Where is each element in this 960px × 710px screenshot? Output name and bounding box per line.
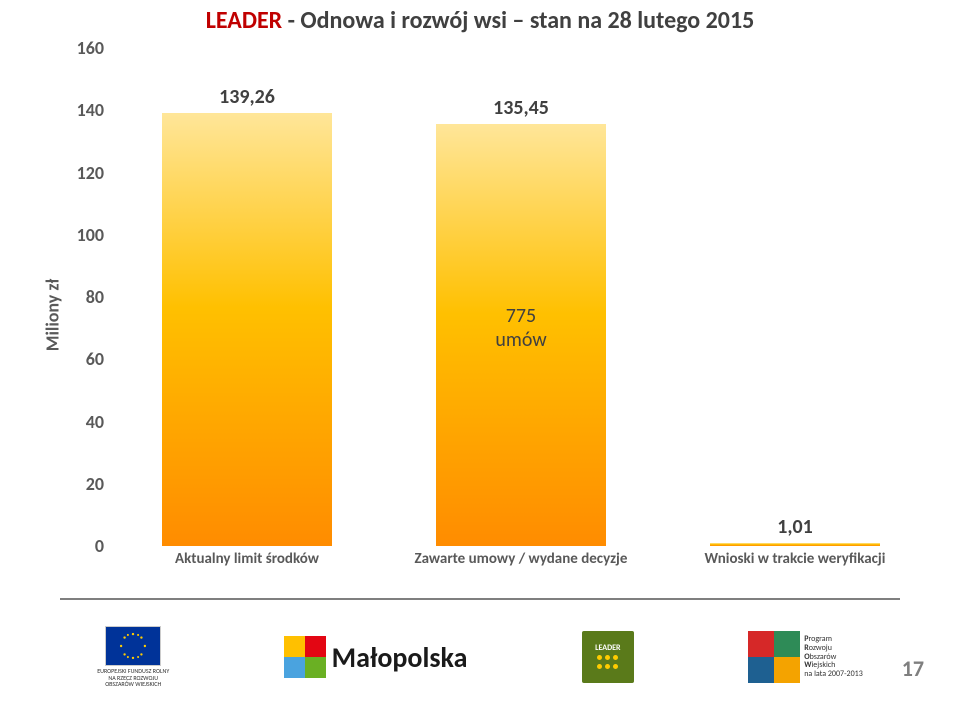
title-prefix: LEADER [206, 6, 282, 35]
chart-title: LEADER - Odnowa i rozwój wsi – stan na 2… [0, 6, 960, 35]
bar-value-label: 1,01 [710, 515, 880, 539]
malopolska-text: Małopolska [332, 640, 468, 675]
y-tick: 140 [58, 99, 104, 121]
x-tick-label: Wnioski w trakcie weryfikacji [658, 550, 932, 568]
annotation-line1: 775 [436, 304, 606, 328]
prow-icon [748, 631, 800, 683]
y-tick: 120 [58, 162, 104, 184]
plot-area: 139,26 135,45 1,01 775umów [110, 48, 932, 546]
y-tick: 100 [58, 224, 104, 246]
leader-icon-text: LEADER [595, 643, 620, 653]
bar-value-label: 139,26 [162, 85, 332, 109]
y-tick: 20 [58, 473, 104, 495]
y-tick: 0 [58, 535, 104, 557]
bar-value-label: 135,45 [436, 96, 606, 120]
malopolska-icon [284, 636, 326, 678]
leader-icon: LEADER [582, 631, 634, 683]
bar: 139,26 [162, 113, 332, 546]
eu-logo: EUROPEJSKI FUNDUSZ ROLNYNA RZECZ ROZWOJU… [97, 626, 169, 688]
x-tick-label: Aktualny limit środków [110, 550, 384, 568]
logo-row: EUROPEJSKI FUNDUSZ ROLNYNA RZECZ ROZWOJU… [0, 612, 960, 702]
footer-rule [60, 598, 900, 600]
malopolska-logo: Małopolska [284, 636, 468, 678]
x-axis: Aktualny limit środkówZawarte umowy / wy… [110, 546, 932, 586]
y-tick: 60 [58, 348, 104, 370]
prow-text: ProgramRozwojuObszarówWiejskichna lata 2… [804, 635, 863, 679]
footer: 17 EUROPEJSKI FUNDUSZ ROLNYNA RZECZ ROZW… [0, 592, 960, 710]
title-rest: - Odnowa i rozwój wsi – stan na 28 luteg… [282, 6, 754, 35]
prow-logo: ProgramRozwojuObszarówWiejskichna lata 2… [748, 631, 863, 683]
x-tick-label: Zawarte umowy / wydane decyzje [384, 550, 658, 568]
y-tick: 160 [58, 37, 104, 59]
annotation-line2: umów [436, 328, 606, 352]
eu-flag-icon [105, 626, 161, 666]
y-tick: 40 [58, 411, 104, 433]
y-axis: 020406080100120140160 [58, 44, 110, 546]
eu-caption: EUROPEJSKI FUNDUSZ ROLNYNA RZECZ ROZWOJU… [97, 668, 169, 688]
y-tick: 80 [58, 286, 104, 308]
bar-annotation: 775umów [436, 304, 606, 352]
leader-logo: LEADER [582, 631, 634, 683]
chart-area: Miliony zł 020406080100120140160 139,261… [18, 44, 942, 586]
